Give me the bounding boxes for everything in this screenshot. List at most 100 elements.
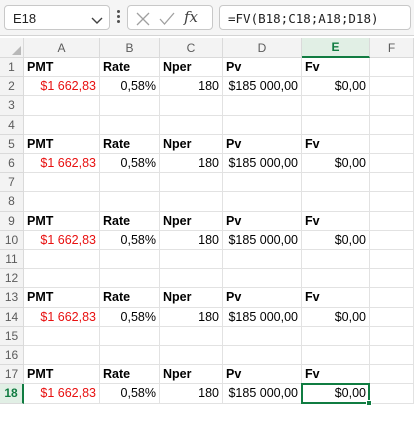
cell-f10[interactable] (370, 230, 414, 250)
row-header-4[interactable]: 4 (0, 115, 24, 135)
row-header-17[interactable]: 17 (0, 365, 24, 385)
column-header-a[interactable]: A (24, 38, 100, 58)
cell-a14[interactable]: $1 662,83 (24, 307, 100, 327)
cell-c17[interactable]: Nper (160, 365, 223, 385)
cell-b9[interactable]: Rate (100, 211, 160, 231)
fill-handle[interactable] (366, 399, 372, 406)
cell-b18[interactable]: 0,58% (100, 384, 160, 404)
cell-f13[interactable] (370, 288, 414, 308)
cell-e5[interactable]: Fv (302, 134, 370, 154)
cell-d18[interactable]: $185 000,00 (223, 384, 302, 404)
cell-e2[interactable]: $0,00 (302, 77, 370, 97)
column-header-f[interactable]: F (370, 38, 414, 58)
cell-c7[interactable] (160, 173, 223, 193)
cell-a1[interactable]: PMT (24, 58, 100, 78)
column-header-b[interactable]: B (100, 38, 160, 58)
cell-c8[interactable] (160, 192, 223, 212)
cell-e9[interactable]: Fv (302, 211, 370, 231)
cell-a12[interactable] (24, 269, 100, 289)
cell-d16[interactable] (223, 346, 302, 366)
cell-c14[interactable]: 180 (160, 307, 223, 327)
cell-b17[interactable]: Rate (100, 365, 160, 385)
cell-f6[interactable] (370, 154, 414, 174)
cell-f18[interactable] (370, 384, 414, 404)
cell-c4[interactable] (160, 115, 223, 135)
cell-b3[interactable] (100, 96, 160, 116)
more-vertical-icon[interactable] (113, 8, 123, 28)
row-header-13[interactable]: 13 (0, 288, 24, 308)
cell-f1[interactable] (370, 58, 414, 78)
cell-c15[interactable] (160, 326, 223, 346)
cell-f5[interactable] (370, 134, 414, 154)
cell-e10[interactable]: $0,00 (302, 230, 370, 250)
cell-b12[interactable] (100, 269, 160, 289)
cell-f15[interactable] (370, 326, 414, 346)
cell-b6[interactable]: 0,58% (100, 154, 160, 174)
cell-f2[interactable] (370, 77, 414, 97)
cell-c1[interactable]: Nper (160, 58, 223, 78)
cell-d14[interactable]: $185 000,00 (223, 307, 302, 327)
cell-c11[interactable] (160, 250, 223, 270)
cell-e16[interactable] (302, 346, 370, 366)
cell-d10[interactable]: $185 000,00 (223, 230, 302, 250)
cell-a18[interactable]: $1 662,83 (24, 384, 100, 404)
cell-e14[interactable]: $0,00 (302, 307, 370, 327)
cell-e18[interactable]: $0,00 (302, 384, 370, 404)
cell-f4[interactable] (370, 115, 414, 135)
row-header-14[interactable]: 14 (0, 307, 24, 327)
row-header-3[interactable]: 3 (0, 96, 24, 116)
cell-e1[interactable]: Fv (302, 58, 370, 78)
cell-d1[interactable]: Pv (223, 58, 302, 78)
column-header-e[interactable]: E (302, 38, 370, 58)
row-header-10[interactable]: 10 (0, 230, 24, 250)
fx-icon[interactable]: fx (184, 8, 199, 26)
cell-f14[interactable] (370, 307, 414, 327)
cell-e11[interactable] (302, 250, 370, 270)
cell-c6[interactable]: 180 (160, 154, 223, 174)
cell-a4[interactable] (24, 115, 100, 135)
cell-d8[interactable] (223, 192, 302, 212)
cell-b2[interactable]: 0,58% (100, 77, 160, 97)
cell-e4[interactable] (302, 115, 370, 135)
name-box[interactable]: E18 (4, 5, 110, 30)
column-header-d[interactable]: D (223, 38, 302, 58)
close-icon[interactable] (136, 12, 150, 31)
cell-e13[interactable]: Fv (302, 288, 370, 308)
cell-d6[interactable]: $185 000,00 (223, 154, 302, 174)
cell-a9[interactable]: PMT (24, 211, 100, 231)
row-header-15[interactable]: 15 (0, 326, 24, 346)
cell-d11[interactable] (223, 250, 302, 270)
cell-a2[interactable]: $1 662,83 (24, 77, 100, 97)
cell-d2[interactable]: $185 000,00 (223, 77, 302, 97)
cell-f12[interactable] (370, 269, 414, 289)
cell-c3[interactable] (160, 96, 223, 116)
cell-c13[interactable]: Nper (160, 288, 223, 308)
row-header-8[interactable]: 8 (0, 192, 24, 212)
cell-a11[interactable] (24, 250, 100, 270)
cell-f3[interactable] (370, 96, 414, 116)
row-header-16[interactable]: 16 (0, 346, 24, 366)
cell-b15[interactable] (100, 326, 160, 346)
cell-b16[interactable] (100, 346, 160, 366)
cell-d7[interactable] (223, 173, 302, 193)
cell-c5[interactable]: Nper (160, 134, 223, 154)
cell-a15[interactable] (24, 326, 100, 346)
cell-a5[interactable]: PMT (24, 134, 100, 154)
select-all-corner[interactable] (0, 38, 24, 58)
cell-b8[interactable] (100, 192, 160, 212)
cell-a17[interactable]: PMT (24, 365, 100, 385)
cell-d13[interactable]: Pv (223, 288, 302, 308)
row-header-1[interactable]: 1 (0, 58, 24, 78)
cell-d4[interactable] (223, 115, 302, 135)
cell-c10[interactable]: 180 (160, 230, 223, 250)
cell-c18[interactable]: 180 (160, 384, 223, 404)
cell-a6[interactable]: $1 662,83 (24, 154, 100, 174)
cell-c12[interactable] (160, 269, 223, 289)
column-header-c[interactable]: C (160, 38, 223, 58)
cell-a7[interactable] (24, 173, 100, 193)
cell-b5[interactable]: Rate (100, 134, 160, 154)
cell-d5[interactable]: Pv (223, 134, 302, 154)
cell-d3[interactable] (223, 96, 302, 116)
cell-b7[interactable] (100, 173, 160, 193)
cell-d9[interactable]: Pv (223, 211, 302, 231)
